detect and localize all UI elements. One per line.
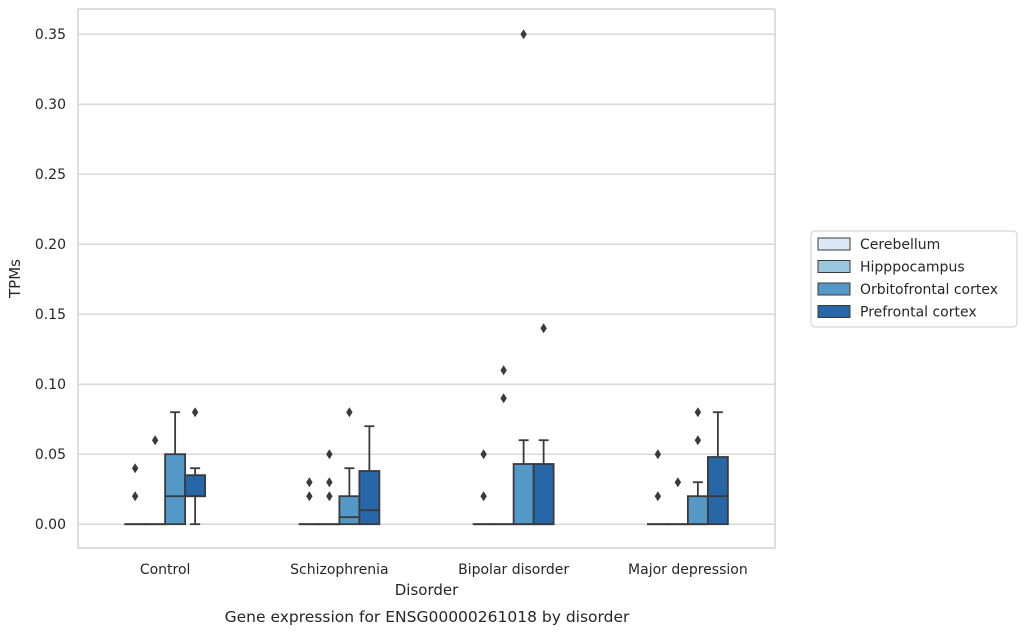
box xyxy=(688,496,708,524)
legend-swatch xyxy=(818,283,850,295)
legend-label: Cerebellum xyxy=(860,237,940,253)
y-tick-label: 0.05 xyxy=(35,447,66,463)
y-axis-label: TPMs xyxy=(6,259,24,299)
chart-caption: Gene expression for ENSG00000261018 by d… xyxy=(225,608,630,626)
legend: Cerebellum Hipppocampus Orbitofrontal cort… xyxy=(811,231,1017,327)
x-tick-label: Schizophrenia xyxy=(290,562,388,578)
box xyxy=(339,496,359,524)
box xyxy=(514,464,534,524)
box xyxy=(185,475,205,496)
y-tick-label: 0.15 xyxy=(35,307,66,323)
y-tick-label: 0.10 xyxy=(35,377,66,393)
legend-swatch xyxy=(818,261,850,273)
x-tick-label: Major depression xyxy=(628,562,748,578)
y-tick-label: 0.30 xyxy=(35,97,66,113)
legend-label: Orbitofrontal cortex xyxy=(860,282,998,298)
legend-swatch xyxy=(818,238,850,250)
x-tick-label: Control xyxy=(140,562,191,578)
box xyxy=(359,471,379,524)
legend-swatch xyxy=(818,306,850,318)
x-tick-label: Bipolar disorder xyxy=(458,562,569,578)
box xyxy=(165,454,185,524)
box xyxy=(534,464,554,524)
box xyxy=(708,457,728,524)
y-tick-label: 0.00 xyxy=(35,517,66,533)
y-tick-label: 0.25 xyxy=(35,167,66,183)
legend-label: Hipppocampus xyxy=(860,260,965,276)
x-axis-label: Disorder xyxy=(395,581,459,599)
legend-label: Prefrontal cortex xyxy=(860,305,977,321)
y-tick-label: 0.35 xyxy=(35,27,66,43)
y-tick-label: 0.20 xyxy=(35,237,66,253)
